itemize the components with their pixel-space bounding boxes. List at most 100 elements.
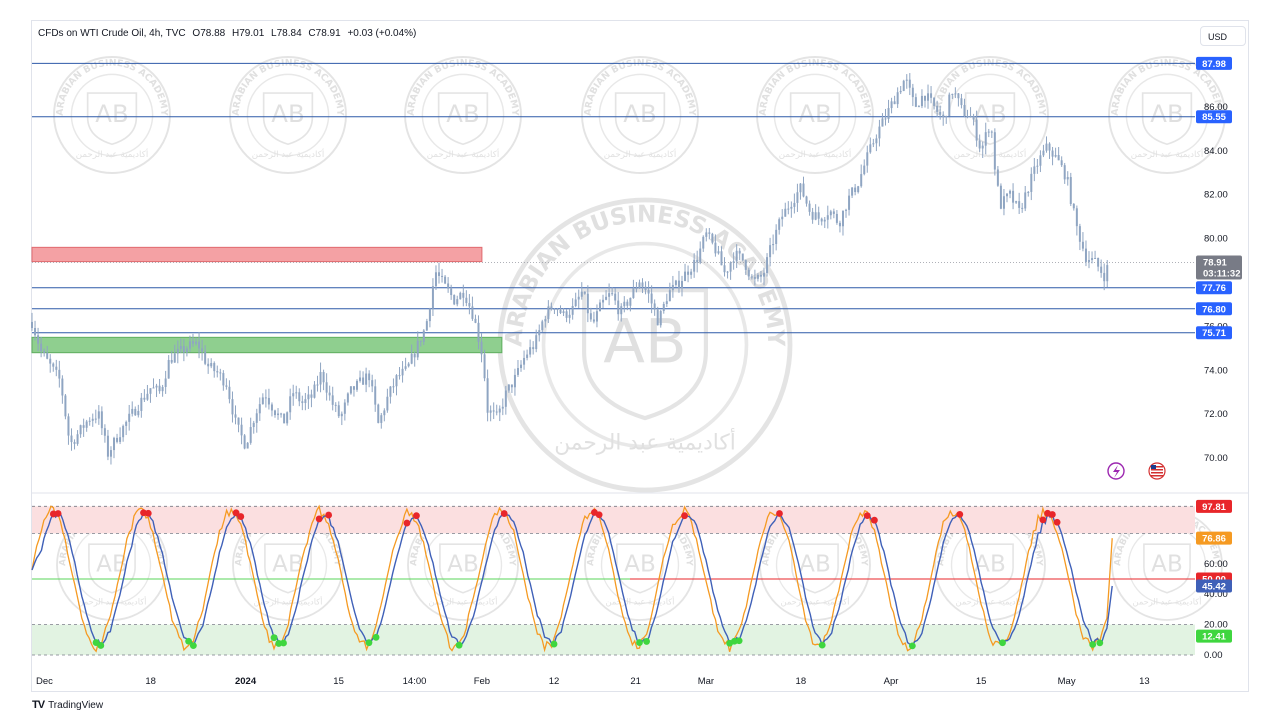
us-flag-stripe (1151, 469, 1163, 471)
candle (343, 399, 346, 421)
candle (137, 404, 140, 418)
candle-body (966, 116, 969, 118)
candle (34, 320, 37, 341)
candle-body (565, 311, 568, 318)
candle-body (444, 276, 447, 284)
candle-body (368, 373, 371, 381)
tradingview-brand[interactable]: TV TradingView (32, 699, 103, 711)
candle (923, 95, 926, 108)
candle-body (632, 288, 635, 298)
candle-body (255, 413, 258, 423)
candle (589, 307, 592, 322)
time-tick-6: 12 (549, 676, 560, 687)
candle-body (978, 140, 981, 149)
watermark-arabic: أكاديمية عبد الرحمن (1133, 596, 1202, 607)
candle (750, 274, 753, 280)
price-tick-6: 82.00 (1204, 190, 1228, 201)
symbol-title[interactable]: CFDs on WTI Crude Oil, 4h, TVC (38, 28, 186, 39)
candle (355, 379, 358, 392)
candle (702, 235, 705, 252)
candle-body (523, 357, 526, 365)
candle (981, 141, 984, 158)
candle (359, 370, 362, 383)
candle (595, 304, 598, 328)
candle-body (999, 185, 1002, 209)
candle-body (841, 210, 844, 227)
candle-body (690, 271, 693, 275)
candle-body (401, 368, 404, 376)
watermark-arabic: أكاديمية عبد الرحمن (1131, 148, 1204, 160)
candle-body (705, 232, 708, 237)
candle-body (790, 206, 793, 209)
watermark-inner-ring (421, 73, 505, 157)
candle (170, 350, 173, 364)
candle-body (191, 341, 194, 344)
candle (717, 245, 720, 255)
candle (851, 187, 854, 199)
candle-body (1009, 190, 1012, 194)
candle (814, 204, 817, 221)
candle (535, 329, 538, 353)
candle-body (489, 410, 492, 413)
currency-button[interactable]: USD (1200, 26, 1246, 46)
ohlc-change: +0.03 (+0.04%) (347, 28, 417, 39)
candle-body (577, 296, 580, 300)
candle (1039, 150, 1042, 173)
candle-body (383, 410, 386, 416)
candle-body (933, 97, 936, 106)
candle-body (88, 420, 91, 422)
level-tag-2 (1196, 281, 1232, 295)
candle-body (711, 233, 714, 243)
candle (668, 282, 671, 302)
candle-body (696, 259, 699, 263)
overbought-dot (776, 510, 783, 517)
candle-body (395, 375, 398, 387)
candle (996, 166, 999, 187)
overbought-dot (54, 510, 62, 517)
watermark-arabic: أكاديمية عبد الرحمن (954, 148, 1027, 160)
candle (881, 113, 884, 127)
candle (434, 265, 437, 290)
candle-body (495, 411, 498, 413)
candle (987, 128, 990, 138)
watermark-arabic: أكاديمية عبد الرحمن (606, 596, 675, 607)
candle (249, 417, 252, 445)
candle (699, 241, 702, 265)
candle (565, 309, 568, 323)
candle (562, 308, 565, 317)
candle-body (128, 413, 131, 422)
candle-body (97, 411, 100, 419)
candle-body (277, 413, 280, 416)
watermark-arabic: أكاديمية عبد الرحمن (604, 148, 677, 160)
candle (119, 427, 122, 445)
candle (1088, 251, 1091, 269)
osc-tick-4: 0.00 (1204, 650, 1223, 661)
overbought-dot (325, 511, 333, 519)
candle-body (1036, 165, 1039, 167)
osc-tag-d-text: 45.42 (1202, 581, 1226, 592)
candle-body (374, 386, 377, 405)
candle (939, 105, 942, 120)
candle (155, 383, 158, 398)
candle (176, 340, 179, 364)
price-tick-7: 84.00 (1204, 146, 1228, 157)
candle-body (225, 385, 228, 387)
candle (1033, 157, 1036, 182)
candle-body (392, 386, 395, 388)
candle (182, 338, 185, 362)
candle (210, 358, 213, 369)
candle-body (1045, 143, 1048, 151)
candle (286, 411, 289, 426)
candle (860, 164, 863, 188)
candle-body (848, 195, 851, 210)
candle-body (492, 410, 495, 412)
candle (598, 299, 601, 312)
candle-body (37, 335, 40, 344)
time-tick-7: 21 (630, 676, 641, 687)
candle (304, 392, 307, 411)
candle-body (231, 399, 234, 415)
candle-body (264, 397, 267, 399)
candle (893, 95, 896, 105)
